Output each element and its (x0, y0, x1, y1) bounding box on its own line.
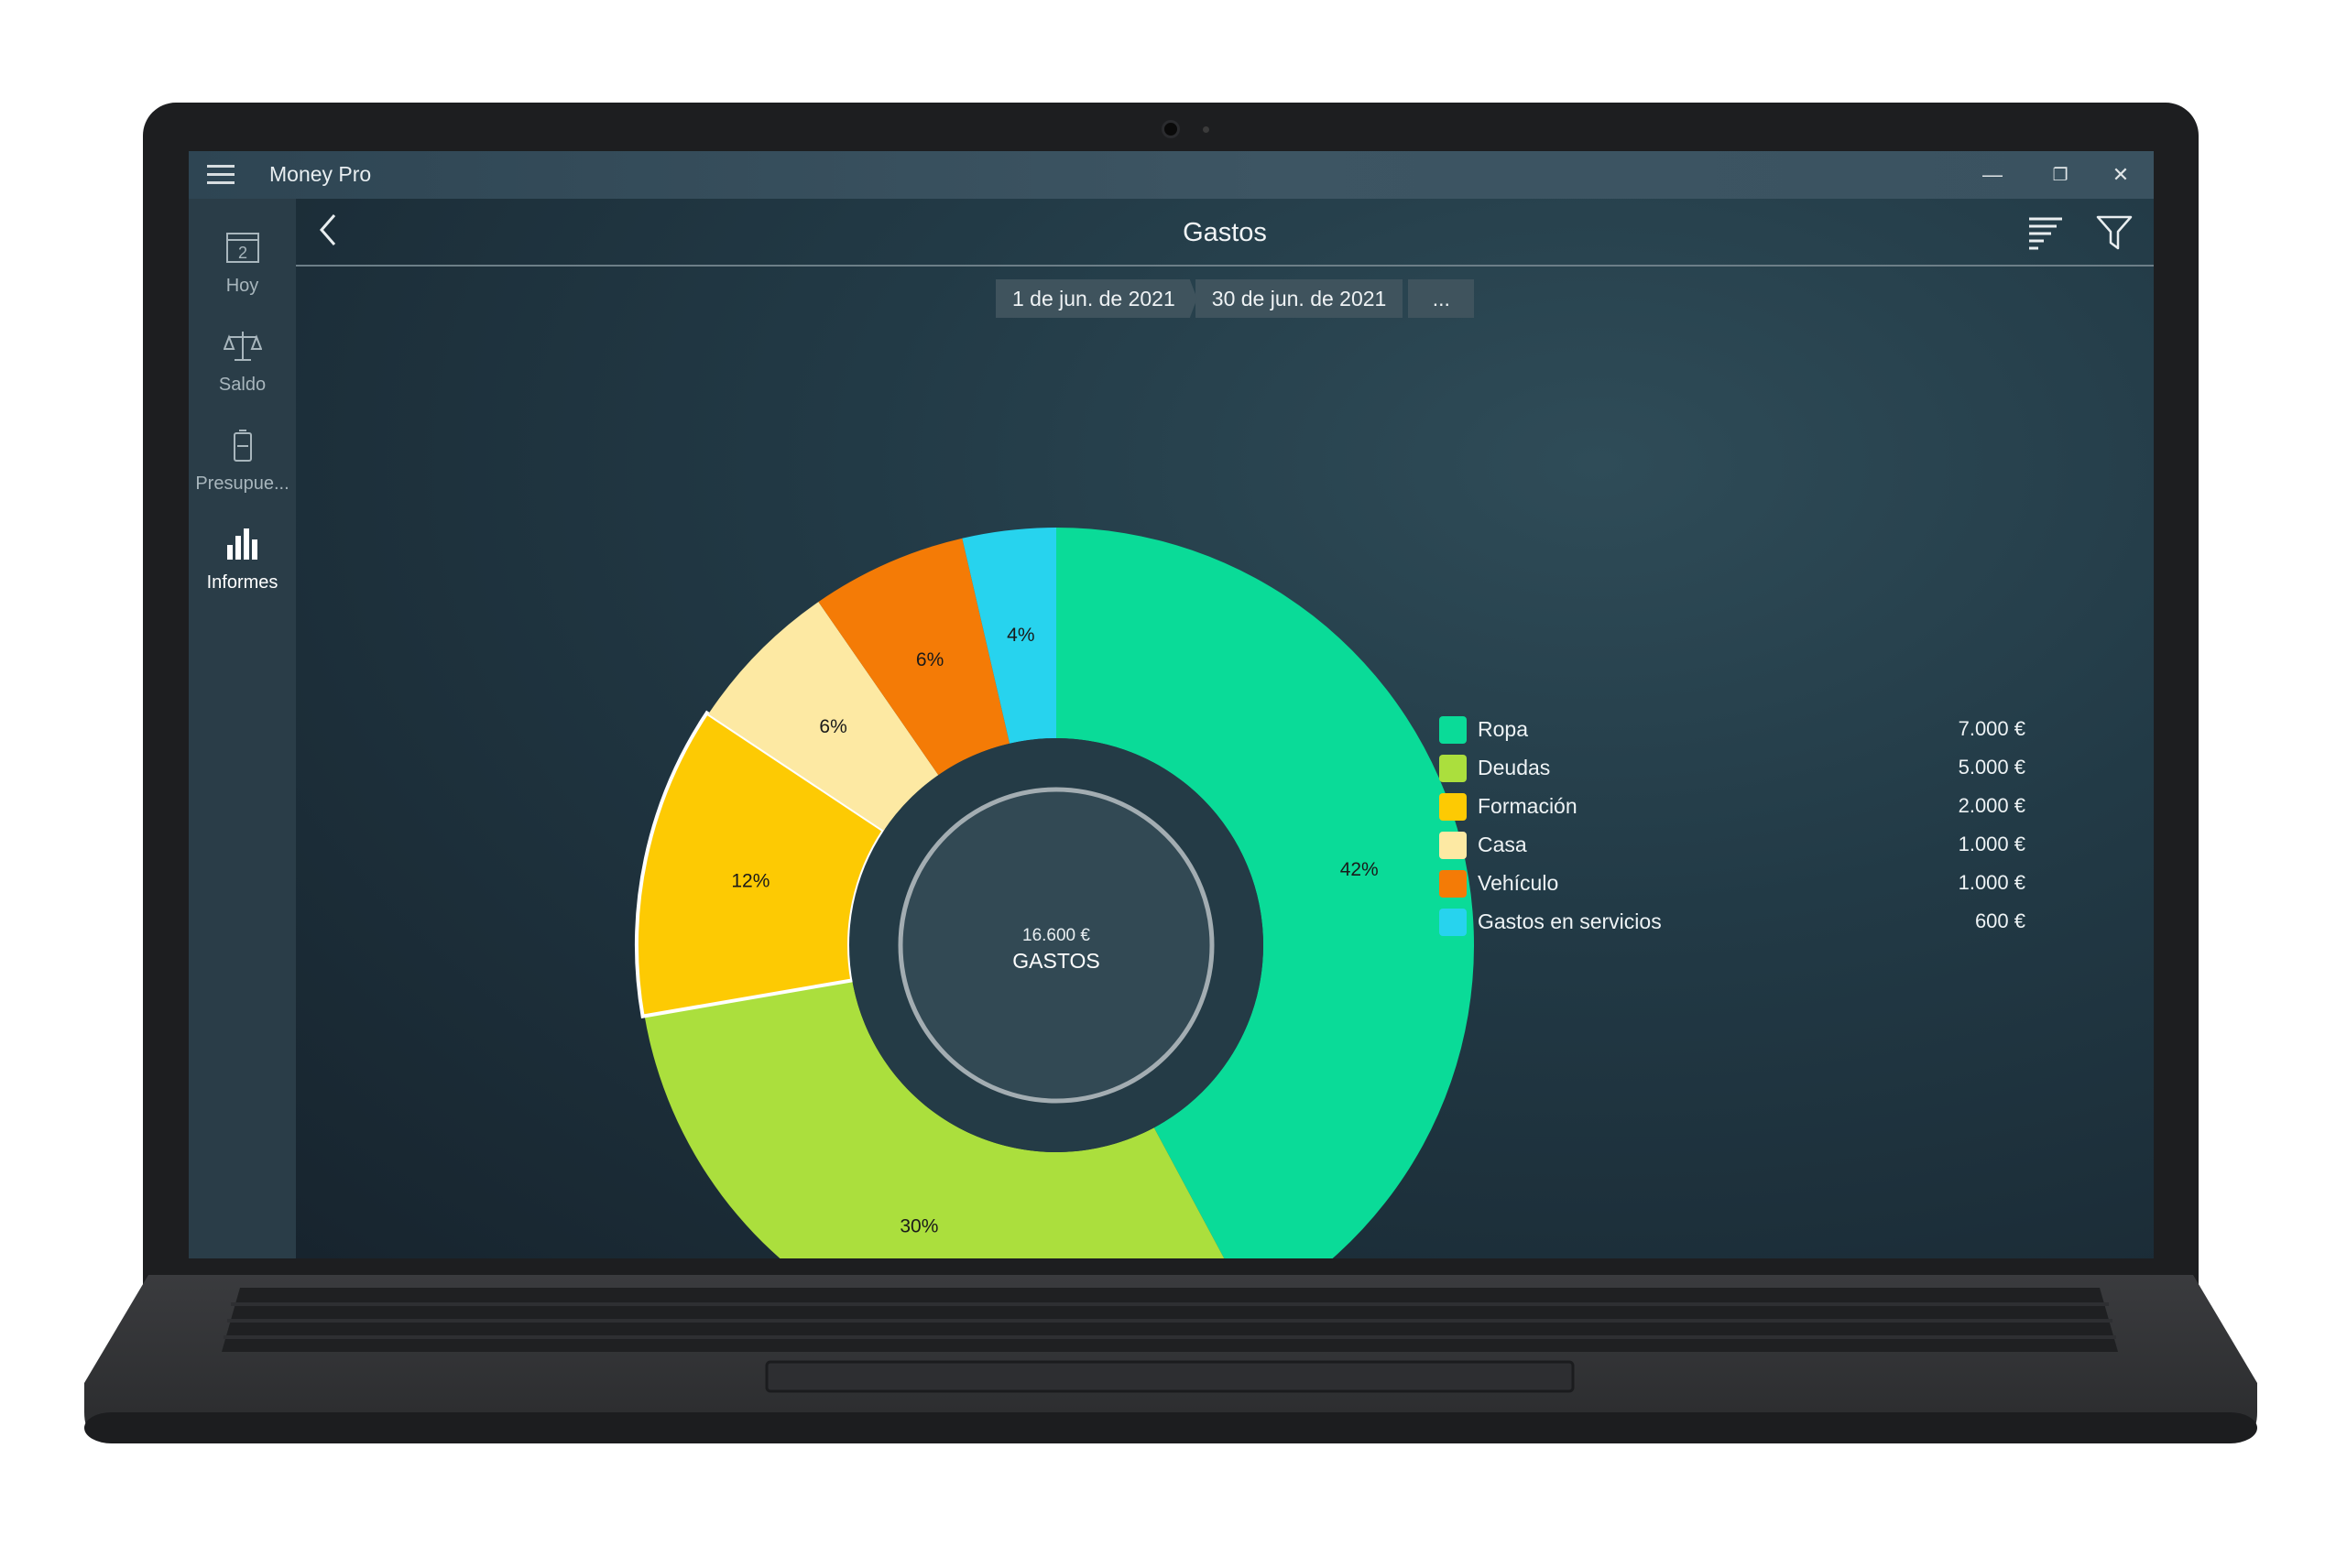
total-amount: 16.600 € (1022, 926, 1090, 945)
sidebar-item-informes[interactable]: Informes (189, 525, 296, 593)
legend-item[interactable]: Vehículo 1.000 € (1439, 864, 2025, 902)
legend-amount: 7.000 € (1958, 717, 2025, 740)
legend-amount: 600 € (1974, 909, 2025, 932)
start-date-button[interactable]: 1 de jun. de 2021 (996, 279, 1197, 318)
battery-icon (233, 430, 252, 462)
legend-category-name: Ropa (1478, 717, 1528, 741)
slice-percent-label: 6% (916, 649, 944, 670)
bar-chart-icon (226, 528, 257, 560)
sidebar-item-label: Presupue... (195, 474, 289, 494)
sidebar-item-hoy[interactable]: 2 Hoy (189, 230, 296, 297)
legend-category-name: Vehículo (1478, 871, 1559, 895)
camera-light-icon (1203, 126, 1209, 133)
total-label: GASTOS (1012, 949, 1099, 973)
legend-category-name: Deudas (1478, 756, 1551, 779)
slice-percent-label: 30% (900, 1215, 938, 1236)
pie-slice-vehículo[interactable] (818, 538, 1010, 776)
pie-slice-deudas[interactable] (644, 980, 1254, 1258)
legend-swatch (1439, 870, 1467, 898)
hamburger-menu-icon[interactable] (207, 165, 235, 185)
balance-scale-icon (223, 332, 262, 361)
center-total-button[interactable] (898, 787, 1215, 1104)
pie-slice-ropa[interactable] (1056, 528, 1474, 1258)
legend-category-name: Formación (1478, 794, 1577, 818)
pie-slice-gastos-en-servicios[interactable] (962, 528, 1056, 744)
sidebar-item-saldo[interactable]: Saldo (189, 329, 296, 396)
back-icon[interactable] (312, 212, 349, 248)
app-screen: Money Pro — ❐ ✕ 2 Hoy Saldo (189, 151, 2154, 1258)
title-bar: Money Pro — ❐ ✕ (189, 151, 2154, 199)
sort-icon[interactable] (2025, 212, 2066, 252)
sidebar-item-label: Hoy (225, 276, 259, 296)
slice-percent-label: 12% (731, 871, 770, 892)
legend-amount: 5.000 € (1958, 756, 2025, 779)
legend-item[interactable]: Gastos en servicios 600 € (1439, 902, 2025, 941)
legend-item[interactable]: Formación 2.000 € (1439, 787, 2025, 825)
slice-percent-label: 4% (1007, 625, 1034, 646)
legend-amount: 2.000 € (1958, 794, 2025, 817)
slice-percent-label: 42% (1340, 859, 1379, 880)
legend-item[interactable]: Casa 1.000 € (1439, 825, 2025, 864)
pie-slice-casa[interactable] (708, 602, 939, 831)
close-button[interactable]: ✕ (2112, 163, 2130, 186)
chart-legend: Ropa 7.000 € Deudas 5.000 € Formación 2.000 €… (1439, 710, 2025, 941)
sidebar-item-label: Informes (206, 572, 278, 593)
calendar-icon: 2 (225, 233, 259, 263)
more-options-button[interactable]: ... (1408, 279, 1475, 318)
legend-swatch (1439, 909, 1467, 936)
legend-swatch (1439, 755, 1467, 782)
legend-category-name: Casa (1478, 833, 1527, 856)
minimize-button[interactable]: — (1982, 163, 2003, 186)
legend-item[interactable]: Ropa 7.000 € (1439, 710, 2025, 748)
expense-donut-chart: 42% 30% 12% 6% 6% 4% 16.600 € GASTOS (635, 528, 1474, 1258)
legend-amount: 1.000 € (1958, 871, 2025, 894)
laptop-keyboard-base (84, 1275, 2257, 1449)
sidebar-item-presupuesto[interactable]: Presupue... (189, 428, 296, 495)
filter-icon[interactable] (2094, 212, 2134, 252)
legend-amount: 1.000 € (1958, 833, 2025, 855)
slice-percent-label: 6% (819, 716, 846, 737)
calendar-day-badge: 2 (237, 244, 246, 262)
date-range-selector: 1 de jun. de 2021 30 de jun. de 2021 ... (996, 279, 1475, 318)
legend-swatch (1439, 716, 1467, 744)
page-header: Gastos (296, 199, 2154, 267)
page-title: Gastos (1183, 218, 1267, 247)
restore-button[interactable]: ❐ (2052, 165, 2069, 185)
end-date-button[interactable]: 30 de jun. de 2021 (1195, 279, 1403, 318)
legend-swatch (1439, 793, 1467, 821)
sidebar: 2 Hoy Saldo Presupue... (189, 199, 296, 1258)
legend-category-name: Gastos en servicios (1478, 909, 1662, 933)
app-title: Money Pro (269, 162, 372, 186)
legend-swatch (1439, 832, 1467, 859)
legend-item[interactable]: Deudas 5.000 € (1439, 748, 2025, 787)
webcam-icon (1162, 120, 1180, 138)
report-panel: Gastos 1 de jun. de 2021 30 de jun. de 2… (296, 199, 2154, 1258)
sidebar-item-label: Saldo (218, 375, 267, 395)
